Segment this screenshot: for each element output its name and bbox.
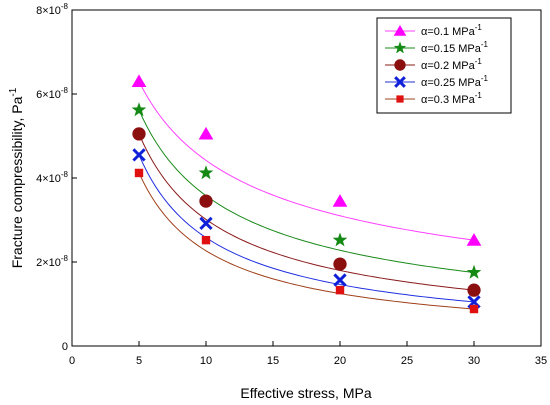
data-point-s1-1 — [131, 74, 147, 87]
x-marker-stroke — [199, 216, 213, 231]
legend-label-4: α=0.25 MPa-1 — [421, 74, 489, 89]
y-tick-label: 8×10-8 — [36, 2, 68, 17]
legend-label-1: α=0.1 MPa-1 — [421, 23, 482, 38]
data-point-s1-2 — [198, 126, 214, 140]
data-point-s2-1 — [131, 102, 147, 117]
x-tick-label: 20 — [334, 355, 346, 367]
fit-curves — [138, 81, 475, 310]
y-axis-title: Fracture compressibility, Pa-1 — [8, 87, 25, 268]
data-point-s2-2 — [198, 165, 214, 180]
legend-label-exponent: -1 — [475, 23, 483, 32]
legend-label-2: α=0.15 MPa-1 — [421, 40, 489, 55]
data-point-s3-1 — [132, 127, 146, 141]
x-tick-label: 30 — [468, 355, 480, 367]
legend-label-text: α=0.1 MPa — [421, 26, 476, 38]
fit-curve-5 — [138, 172, 475, 310]
legend-marker-4 — [394, 76, 406, 88]
x-marker-stroke — [394, 76, 406, 88]
legend-label-3: α=0.2 MPa-1 — [421, 57, 482, 72]
fit-curve-1 — [138, 81, 475, 241]
y-tick-exponent: -8 — [61, 254, 69, 263]
y-tick-mantissa: 4×10 — [36, 173, 61, 185]
y-tick-exponent: -8 — [61, 86, 69, 95]
data-point-s5-1 — [134, 168, 144, 178]
x-tick-label: 5 — [136, 355, 142, 367]
data-point-s5-4 — [469, 304, 479, 314]
data-point-s5-2 — [201, 235, 211, 245]
data-point-s1-4 — [466, 233, 482, 246]
fit-curve-3 — [138, 133, 475, 291]
x-marker-stroke — [132, 148, 146, 162]
legend-marker-1 — [393, 25, 407, 36]
legend-marker-5 — [396, 95, 404, 103]
y-tick-exponent: -8 — [61, 2, 69, 11]
legend-label-text: α=0.2 MPa — [421, 60, 476, 72]
legend-label-text: α=0.3 MPa — [421, 94, 476, 106]
legend-label-exponent: -1 — [481, 40, 489, 49]
x-tick-label: 10 — [200, 355, 212, 367]
data-points — [131, 74, 482, 314]
data-point-s2-4 — [466, 264, 482, 279]
x-tick-label: 35 — [535, 355, 547, 367]
legend-label-text: α=0.25 MPa — [421, 77, 482, 89]
legend-label-exponent: -1 — [475, 57, 483, 66]
y-tick-label: 4×10-8 — [36, 170, 68, 185]
x-tick-label: 25 — [401, 355, 413, 367]
y-tick-mantissa: 2×10 — [36, 257, 61, 269]
legend-marker-3 — [394, 59, 406, 71]
fit-curve-2 — [138, 109, 475, 273]
y-tick-mantissa: 6×10 — [36, 89, 61, 101]
data-point-s3-3 — [333, 257, 347, 271]
data-point-s3-2 — [199, 194, 213, 208]
data-point-s4-2 — [199, 216, 213, 231]
data-point-s3-4 — [467, 283, 481, 297]
data-point-s5-3 — [335, 285, 345, 295]
legend-marker-2 — [393, 41, 407, 54]
legend-label-exponent: -1 — [475, 91, 483, 100]
data-point-s4-1 — [132, 148, 146, 162]
y-tick-label: 0 — [62, 341, 68, 353]
data-point-s2-3 — [332, 232, 348, 247]
x-marker-stroke — [333, 273, 347, 287]
y-tick-exponent: -8 — [61, 170, 69, 179]
x-tick-label: 0 — [69, 355, 75, 367]
x-tick-label: 15 — [267, 355, 279, 367]
y-tick-label: 6×10-8 — [36, 86, 68, 101]
x-axis-title: Effective stress, MPa — [240, 385, 371, 401]
fit-curve-4 — [138, 154, 475, 303]
legend-label-text: α=0.15 MPa — [421, 43, 482, 55]
y-tick-mantissa: 8×10 — [36, 5, 61, 17]
legend: α=0.1 MPa-1α=0.15 MPa-1α=0.2 MPa-1α=0.25… — [376, 17, 512, 114]
y-axis-title-unit-exponent: -1 — [8, 87, 19, 96]
legend-label-5: α=0.3 MPa-1 — [421, 91, 482, 106]
y-axis-title-text: Fracture compressibility, Pa — [9, 96, 25, 268]
legend-label-exponent: -1 — [481, 74, 489, 83]
y-tick-label: 2×10-8 — [36, 254, 68, 269]
data-point-s1-3 — [332, 194, 348, 207]
data-point-s4-3 — [333, 273, 347, 287]
